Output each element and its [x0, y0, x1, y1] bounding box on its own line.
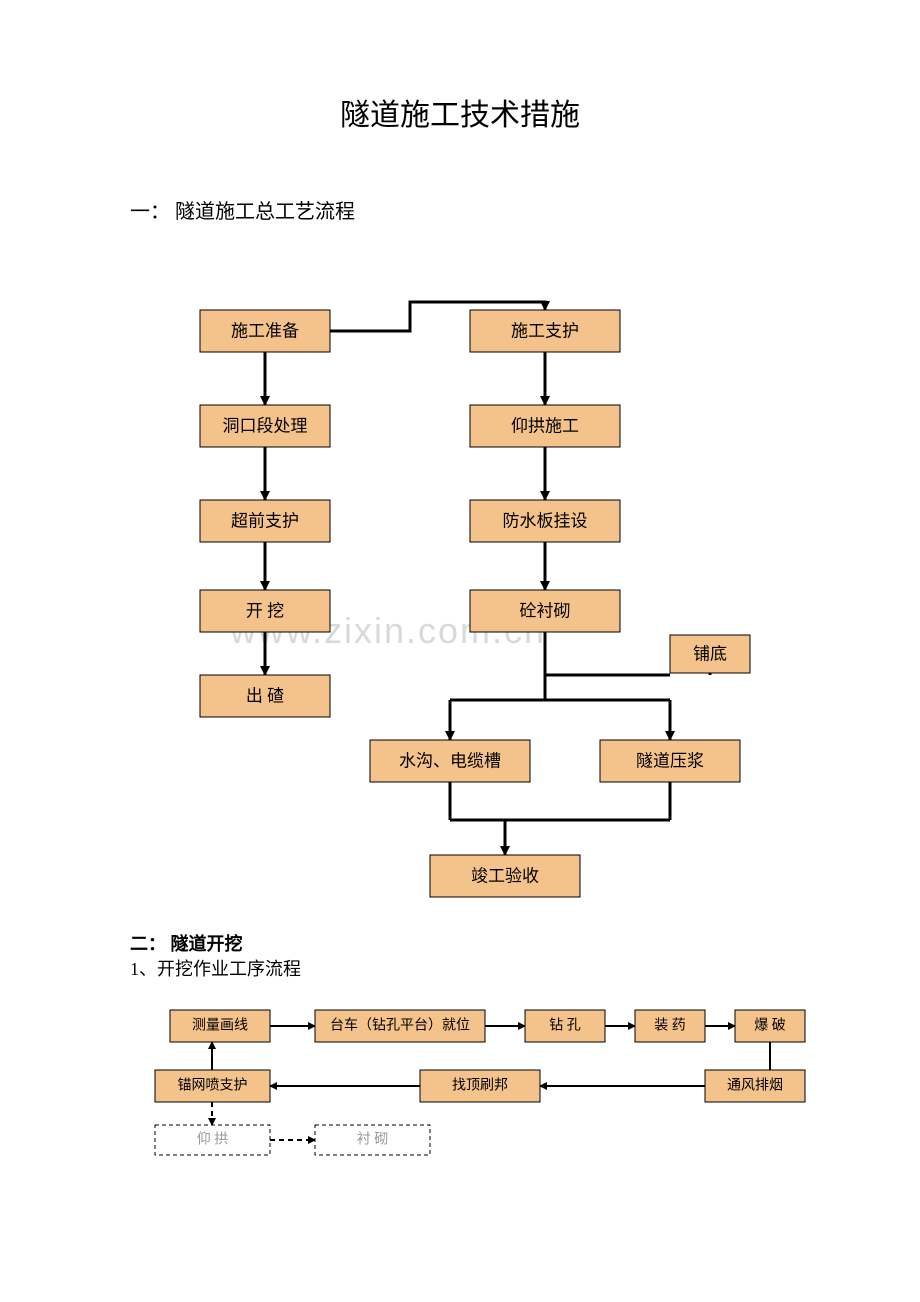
flow-node: 施工支护 [470, 310, 620, 352]
flow-node: 爆 破 [735, 1010, 805, 1042]
section-1-heading: 一： 隧道施工总工艺流程 [130, 195, 355, 224]
flow-node-label: 仰拱施工 [511, 417, 579, 436]
flow-node: 隧道压浆 [600, 740, 740, 782]
flow-node-label: 台车（钻孔平台）就位 [330, 1017, 470, 1034]
flow-node-label: 测量画线 [192, 1018, 248, 1034]
section-2-heading-a: 二： 隧道开挖 [130, 930, 243, 956]
flow-node: 施工准备 [200, 310, 330, 352]
flow-node-label: 爆 破 [754, 1018, 786, 1034]
flow-node-label: 砼衬砌 [520, 602, 571, 621]
flow-node: 防水板挂设 [470, 500, 620, 542]
flow-node-label: 隧道压浆 [636, 752, 704, 771]
flow-node-label: 施工准备 [231, 322, 299, 341]
flow-node: 台车（钻孔平台）就位 [315, 1010, 485, 1042]
flow-node: 仰拱施工 [470, 405, 620, 447]
flow-node-label: 通风排烟 [727, 1078, 783, 1094]
flow-node: 超前支护 [200, 500, 330, 542]
flow-node-label: 洞口段处理 [223, 417, 308, 436]
flow-node: 竣工验收 [430, 855, 580, 897]
flow-node: 洞口段处理 [200, 405, 330, 447]
page-title: 隧道施工技术措施 [0, 90, 920, 134]
flow-node-label: 出 碴 [246, 687, 284, 706]
flow-node: 通风排烟 [705, 1070, 805, 1102]
flow-node: 出 碴 [200, 675, 330, 717]
document-page: 隧道施工技术措施 一： 隧道施工总工艺流程 www.zixin.com.cn 施… [0, 0, 920, 1302]
flow-node: 铺底 [670, 635, 750, 673]
flow-node-label: 铺底 [693, 645, 727, 664]
flow-node: 衬 砌 [315, 1125, 430, 1155]
flow-node: 水沟、电缆槽 [370, 740, 530, 782]
flowchart-overall-process: 施工准备洞口段处理超前支护开 挖出 碴 施工支护仰拱施工防水板挂设砼衬砌铺底水沟、… [130, 280, 790, 920]
flow-node-label: 衬 砌 [357, 1132, 389, 1148]
flow-edge [545, 632, 670, 675]
flow-node-label: 找顶刷邦 [452, 1078, 508, 1094]
flow-node-label: 仰 拱 [197, 1132, 229, 1148]
flow-node: 测量画线 [170, 1010, 270, 1042]
flow-node-label: 防水板挂设 [503, 512, 588, 531]
flow-node-label: 水沟、电缆槽 [399, 752, 501, 771]
flow-node: 锚网喷支护 [155, 1070, 270, 1102]
flow-node: 仰 拱 [155, 1125, 270, 1155]
flowchart-excavation-process: 测量画线 台车（钻孔平台）就位 钻 孔 装 药 爆 破通风排烟 找顶刷邦 锚网喷支护仰 拱 衬… [130, 990, 810, 1160]
flow-node-label: 超前支护 [231, 512, 299, 531]
flow-node: 开 挖 [200, 590, 330, 632]
flow-node: 钻 孔 [525, 1010, 605, 1042]
flow-node-label: 开 挖 [246, 602, 284, 621]
flow-node-label: 锚网喷支护 [178, 1078, 248, 1094]
section-2-heading-b: 1、开挖作业工序流程 [130, 955, 301, 981]
flow-node-label: 装 药 [654, 1018, 686, 1034]
flow-node-label: 钻 孔 [549, 1018, 581, 1034]
flow-node: 装 药 [635, 1010, 705, 1042]
flow-node: 找顶刷邦 [420, 1070, 540, 1102]
flow-node: 砼衬砌 [470, 590, 620, 632]
flow-node-label: 施工支护 [511, 322, 579, 341]
flow-node-label: 竣工验收 [471, 867, 539, 886]
